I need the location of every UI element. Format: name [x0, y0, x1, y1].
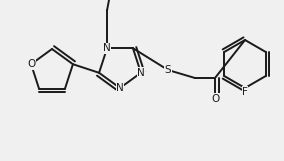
- Text: O: O: [27, 59, 35, 69]
- Text: S: S: [165, 65, 171, 75]
- Text: N: N: [103, 43, 111, 53]
- Text: N: N: [137, 68, 145, 78]
- Text: F: F: [242, 87, 248, 97]
- Text: O: O: [211, 94, 219, 104]
- Text: N: N: [116, 83, 124, 93]
